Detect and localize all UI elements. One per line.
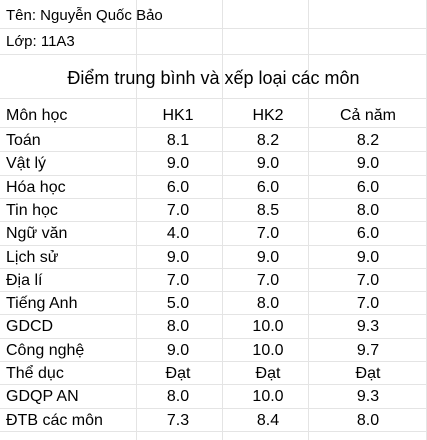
- grid-line: [0, 268, 427, 269]
- table-row: GDCD 8.0 10.0 9.3: [0, 315, 427, 339]
- cell-hk1[interactable]: 7.3: [166, 411, 190, 429]
- cell-hk2[interactable]: 7.0: [256, 225, 280, 243]
- cell-year[interactable]: 8.0: [356, 201, 380, 219]
- grid-line: [0, 431, 427, 432]
- cell-subject[interactable]: GDQP AN: [6, 388, 79, 406]
- table-row: Ngữ văn 4.0 7.0 6.0: [0, 222, 427, 246]
- grid-line: [0, 338, 427, 339]
- cell-hk1[interactable]: 8.0: [166, 318, 190, 336]
- cell-hk2[interactable]: 9.0: [256, 248, 280, 266]
- cell-year[interactable]: 7.0: [356, 271, 380, 289]
- grid-line: [0, 314, 427, 315]
- grid-line: [0, 28, 427, 29]
- cell-subject[interactable]: GDCD: [6, 318, 54, 336]
- grid-line: [0, 198, 427, 199]
- cell-hk2[interactable]: 10.0: [252, 388, 284, 406]
- student-class[interactable]: Lớp: 11A3: [6, 33, 75, 50]
- cell-subject[interactable]: Địa lí: [6, 271, 43, 289]
- cell-year[interactable]: Đạt: [355, 365, 381, 382]
- header-subject[interactable]: Môn học: [6, 107, 68, 124]
- cell-subject[interactable]: Vật lý: [6, 155, 47, 173]
- table-row: Địa lí 7.0 7.0 7.0: [0, 269, 427, 293]
- cell-subject[interactable]: Hóa học: [6, 178, 66, 196]
- cell-hk2[interactable]: 8.2: [256, 132, 280, 149]
- table-row: Lịch sử 9.0 9.0 9.0: [0, 246, 427, 270]
- student-name[interactable]: Tên: Nguyễn Quốc Bảo: [6, 7, 163, 24]
- table-row: Toán 8.1 8.2 8.2: [0, 129, 427, 153]
- cell-hk2[interactable]: 8.0: [256, 295, 280, 313]
- table-title[interactable]: Điểm trung bình và xếp loại các môn: [67, 68, 360, 88]
- cell-subject[interactable]: Toán: [6, 132, 41, 149]
- cell-hk1[interactable]: 7.0: [166, 201, 190, 219]
- table-row: Vật lý 9.0 9.0 9.0: [0, 152, 427, 176]
- cell-subject[interactable]: Lịch sử: [6, 248, 59, 266]
- grid-line: [0, 291, 427, 292]
- grid-line: [0, 54, 427, 55]
- table-row: Thể dục Đạt Đạt Đạt: [0, 362, 427, 386]
- header-year[interactable]: Cả năm: [339, 107, 397, 124]
- grid-line: [0, 98, 427, 99]
- grid-line: [0, 408, 427, 409]
- cell-year[interactable]: 9.7: [356, 341, 380, 359]
- cell-hk1[interactable]: 4.0: [166, 225, 190, 243]
- grid-line: [0, 245, 427, 246]
- cell-hk1[interactable]: 7.0: [166, 271, 190, 289]
- table-row: Tiếng Anh 5.0 8.0 7.0: [0, 292, 427, 316]
- cell-hk1[interactable]: 8.1: [166, 132, 190, 149]
- grid-line: [0, 361, 427, 362]
- cell-hk2[interactable]: 9.0: [256, 155, 280, 173]
- grid-line: [0, 384, 427, 385]
- table-header-row: Môn học HK1 HK2 Cả năm: [0, 104, 427, 128]
- cell-year[interactable]: 9.0: [356, 155, 380, 173]
- header-hk1[interactable]: HK1: [162, 107, 194, 124]
- grid-line: [0, 127, 427, 128]
- grid-line: [136, 0, 137, 440]
- cell-hk2[interactable]: 8.4: [256, 411, 280, 429]
- cell-subject[interactable]: Thể dục: [6, 365, 64, 382]
- cell-hk1[interactable]: Đạt: [165, 365, 191, 382]
- cell-hk2[interactable]: 10.0: [252, 341, 284, 359]
- cell-subject[interactable]: Ngữ văn: [6, 225, 68, 243]
- header-hk2[interactable]: HK2: [252, 107, 284, 124]
- cell-subject[interactable]: Tin học: [6, 201, 58, 219]
- table-row: Tin học 7.0 8.5 8.0: [0, 199, 427, 223]
- cell-year[interactable]: 6.0: [356, 178, 380, 196]
- cell-hk1[interactable]: 5.0: [166, 295, 190, 313]
- table-row: ĐTB các môn 7.3 8.4 8.0: [0, 409, 427, 433]
- grid-line: [0, 175, 427, 176]
- cell-hk1[interactable]: 9.0: [166, 341, 190, 359]
- table-row: Công nghệ 9.0 10.0 9.7: [0, 339, 427, 363]
- grid-line: [0, 151, 427, 152]
- cell-hk1[interactable]: 9.0: [166, 248, 190, 266]
- grid-line: [0, 221, 427, 222]
- table-row: GDQP AN 8.0 10.0 9.3: [0, 385, 427, 409]
- cell-year[interactable]: 6.0: [356, 225, 380, 243]
- cell-year[interactable]: 9.0: [356, 248, 380, 266]
- grid-line: [222, 0, 223, 440]
- cell-hk1[interactable]: 6.0: [166, 178, 190, 196]
- cell-hk2[interactable]: 7.0: [256, 271, 280, 289]
- cell-subject[interactable]: ĐTB các môn: [6, 411, 103, 429]
- cell-hk2[interactable]: 8.5: [256, 201, 280, 219]
- cell-hk1[interactable]: 9.0: [166, 155, 190, 173]
- cell-subject[interactable]: Tiếng Anh: [6, 295, 78, 313]
- grid-line: [308, 0, 309, 440]
- cell-year[interactable]: 9.3: [356, 318, 380, 336]
- cell-year[interactable]: 8.2: [356, 132, 380, 149]
- cell-year[interactable]: 9.3: [356, 388, 380, 406]
- table-row: Hóa học 6.0 6.0 6.0: [0, 176, 427, 200]
- cell-hk2[interactable]: Đạt: [255, 365, 281, 382]
- cell-year[interactable]: 7.0: [356, 295, 380, 313]
- cell-hk2[interactable]: 6.0: [256, 178, 280, 196]
- cell-subject[interactable]: Công nghệ: [6, 341, 85, 359]
- cell-hk2[interactable]: 10.0: [252, 318, 284, 336]
- cell-hk1[interactable]: 8.0: [166, 388, 190, 406]
- cell-year[interactable]: 8.0: [356, 411, 380, 429]
